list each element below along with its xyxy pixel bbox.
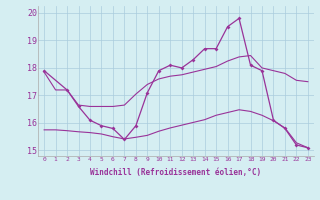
X-axis label: Windchill (Refroidissement éolien,°C): Windchill (Refroidissement éolien,°C)	[91, 168, 261, 177]
